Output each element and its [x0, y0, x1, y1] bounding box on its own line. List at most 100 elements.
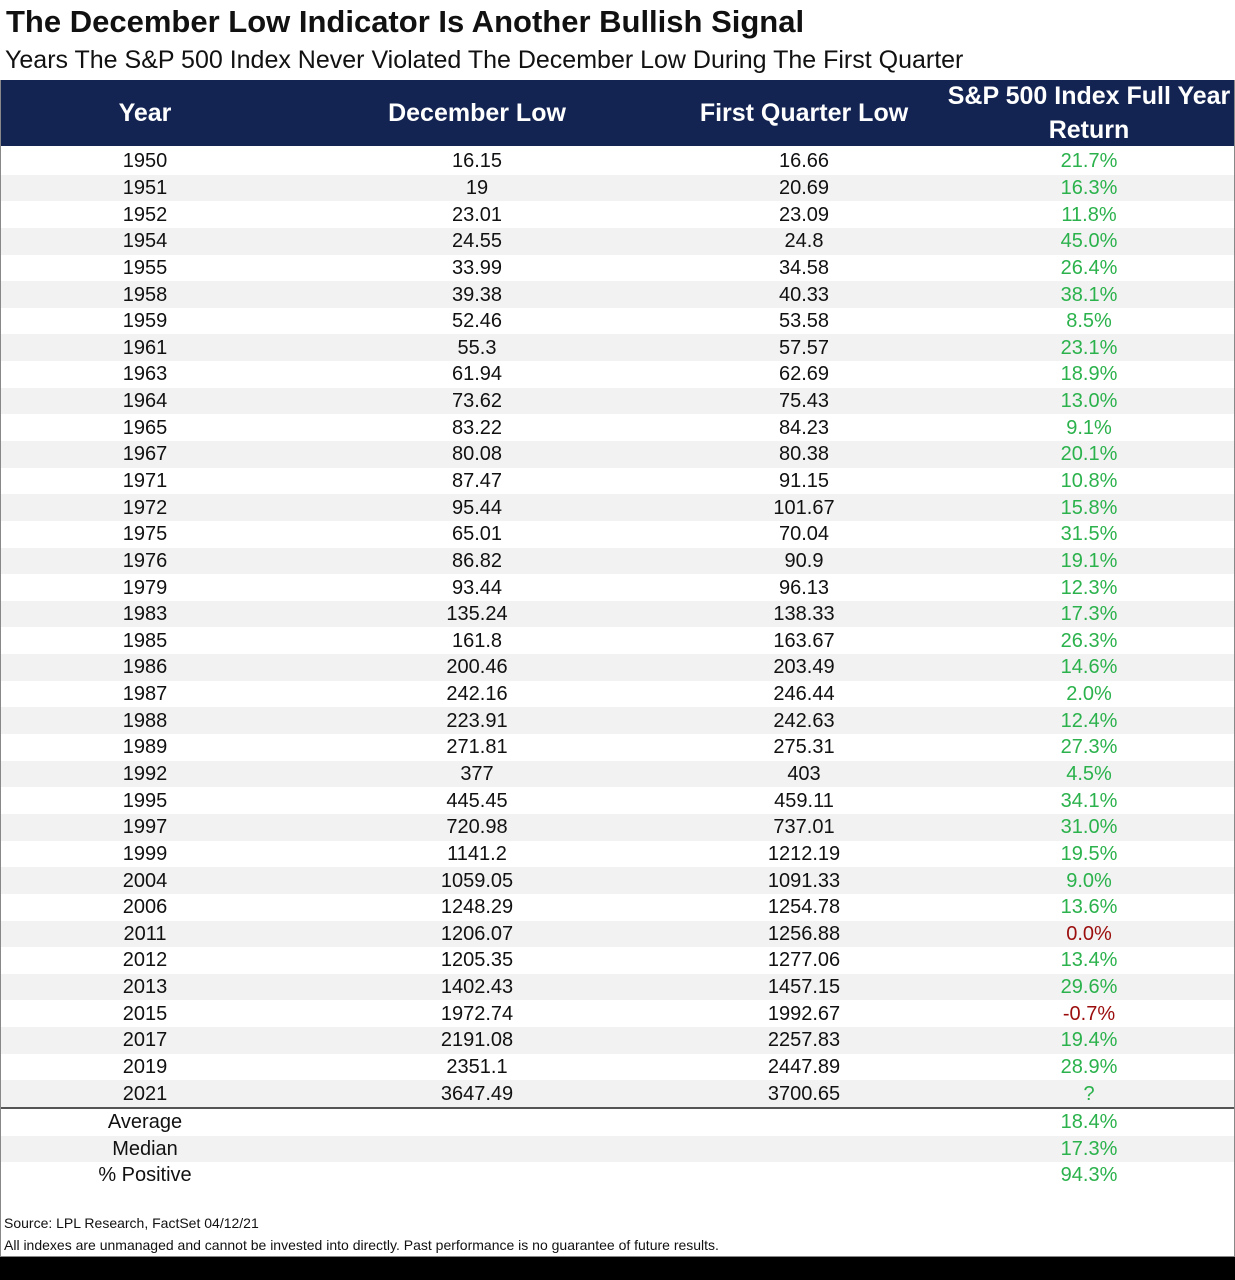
- cell: 459.11: [774, 789, 834, 812]
- cell: 2.0%: [1066, 683, 1112, 706]
- table-row: 1987 242.16 246.44 2.0%: [0, 680, 1235, 708]
- cell: 73.62: [451, 390, 503, 413]
- cell: 2004: [122, 869, 168, 892]
- cell: 1967: [122, 443, 168, 466]
- cell: 1975: [122, 523, 168, 546]
- cell: 9.0%: [1066, 869, 1112, 892]
- table-row: 1988 223.91 242.63 12.4%: [0, 707, 1235, 735]
- cell: 1248.29: [440, 896, 514, 919]
- cell: 1965: [122, 416, 168, 439]
- summary-value: 17.3%: [1060, 1137, 1118, 1160]
- table-row: 2021 3647.49 3700.65?: [0, 1080, 1235, 1107]
- cell: 1457.15: [767, 976, 841, 999]
- cell: 2447.89: [767, 1056, 841, 1079]
- divider: [0, 1107, 1235, 1109]
- column-header: Year: [118, 99, 172, 127]
- table-row: 1965 83.22 84.23 9.1%: [0, 414, 1235, 441]
- table-row: 2012 1205.35 1277.06 13.4%: [0, 947, 1235, 974]
- cell: 13.4%: [1060, 949, 1118, 972]
- cell: 70.04: [778, 523, 830, 546]
- table-row: 1972 95.44 101.67 15.8%: [0, 494, 1235, 521]
- cell: 1950: [122, 150, 168, 173]
- cell: 86.82: [451, 549, 503, 572]
- cell: 23.1%: [1060, 336, 1118, 359]
- cell: 2011: [123, 922, 167, 945]
- cell: 20.69: [778, 176, 830, 199]
- cell: 1091.33: [767, 869, 841, 892]
- summary-label: % Positive: [98, 1164, 192, 1187]
- table-row: 1992 377 403 4.5%: [0, 760, 1235, 788]
- cell: 55.3: [457, 336, 497, 359]
- cell: 2351.1: [446, 1056, 508, 1079]
- cell: 203.49: [773, 656, 835, 679]
- footer-bar: [0, 1257, 1235, 1280]
- table-row: 1950 16.15 16.66 21.7%: [0, 148, 1235, 175]
- table-row: 1959 52.46 53.58 8.5%: [0, 307, 1235, 335]
- cell: 242.16: [446, 683, 508, 706]
- summary-value: 18.4%: [1060, 1111, 1118, 1133]
- cell: 16.15: [451, 150, 503, 173]
- cell: 17.3%: [1060, 603, 1118, 626]
- cell: 1989: [122, 736, 168, 759]
- table-row: 1971 87.47 91.15 10.8%: [0, 467, 1235, 495]
- cell: 135.24: [446, 603, 508, 626]
- table-row: 2017 2191.08 2257.83 19.4%: [0, 1027, 1235, 1054]
- table-row: 1983 135.24 138.33 17.3%: [0, 600, 1235, 628]
- cell: 12.4%: [1060, 709, 1118, 732]
- cell: 1059.05: [440, 869, 514, 892]
- table-row: 2004 1059.05 1091.33 9.0%: [0, 867, 1235, 894]
- cell: 1964: [122, 390, 168, 413]
- cell: 31.5%: [1060, 523, 1118, 546]
- table-header: Year December Low First Quarter Low S&P 500…: [0, 80, 1235, 146]
- cell: 223.91: [446, 709, 508, 732]
- cell: 57.57: [778, 336, 830, 359]
- table-row: 1951 19 20.69 16.3%: [0, 174, 1235, 202]
- cell: 1986: [122, 656, 168, 679]
- summary-label: Average: [107, 1111, 183, 1133]
- cell: 271.81: [446, 736, 508, 759]
- cell: 39.38: [451, 283, 503, 306]
- column-header: First Quarter Low: [699, 99, 909, 127]
- table-row: 1961 55.3 57.57 23.1%: [0, 334, 1235, 362]
- cell: 1985: [122, 629, 168, 652]
- source: Source: LPL Research, FactSet 04/12/21: [4, 1215, 259, 1231]
- cell: 24.55: [451, 230, 503, 253]
- table-row: 1999 1141.2 1212.19 19.5%: [0, 840, 1235, 868]
- cell: 16.66: [778, 150, 830, 173]
- cell: 1205.35: [440, 949, 514, 972]
- cell: 84.23: [778, 416, 830, 439]
- cell: 242.63: [773, 709, 835, 732]
- cell: 4.5%: [1066, 763, 1112, 785]
- cell: 15.8%: [1060, 496, 1118, 519]
- cell: 23.09: [778, 203, 830, 226]
- cell: 1983: [122, 603, 168, 626]
- cell: 2015: [122, 1002, 168, 1025]
- cell: 11.8%: [1061, 203, 1117, 226]
- table-row: 2011 1206.07 1256.88 0.0%: [0, 920, 1235, 948]
- cell: 1958: [122, 283, 168, 306]
- cell: 1256.88: [767, 922, 841, 945]
- cell: 19: [465, 176, 489, 199]
- cell: 1992.67: [767, 1002, 841, 1025]
- cell: 93.44: [451, 576, 503, 599]
- cell: 20.1%: [1060, 443, 1118, 466]
- cell: 2006: [122, 896, 168, 919]
- cell: 2257.83: [767, 1029, 841, 1052]
- table-row: 1995 445.45 459.11 34.1%: [0, 787, 1235, 814]
- cell: 62.69: [778, 363, 830, 386]
- column-header: December Low: [388, 99, 566, 127]
- cell: 21.7%: [1060, 150, 1118, 173]
- cell: 13.0%: [1060, 390, 1118, 413]
- cell: 61.94: [451, 363, 503, 386]
- column-header: S&P 500 Index Full Year Return: [947, 82, 1231, 144]
- table-row: 1976 86.82 90.9 19.1%: [0, 547, 1235, 575]
- cell: 28.9%: [1060, 1056, 1118, 1079]
- table-row: 1954 24.55 24.8 45.0%: [0, 227, 1235, 255]
- cell: 1402.43: [440, 976, 514, 999]
- cell: 1987: [122, 683, 168, 706]
- cell: 1997: [122, 816, 168, 839]
- cell: 14.6%: [1060, 656, 1118, 679]
- cell: 275.31: [773, 736, 835, 759]
- disclaimer: All indexes are unmanaged and cannot be …: [4, 1237, 719, 1253]
